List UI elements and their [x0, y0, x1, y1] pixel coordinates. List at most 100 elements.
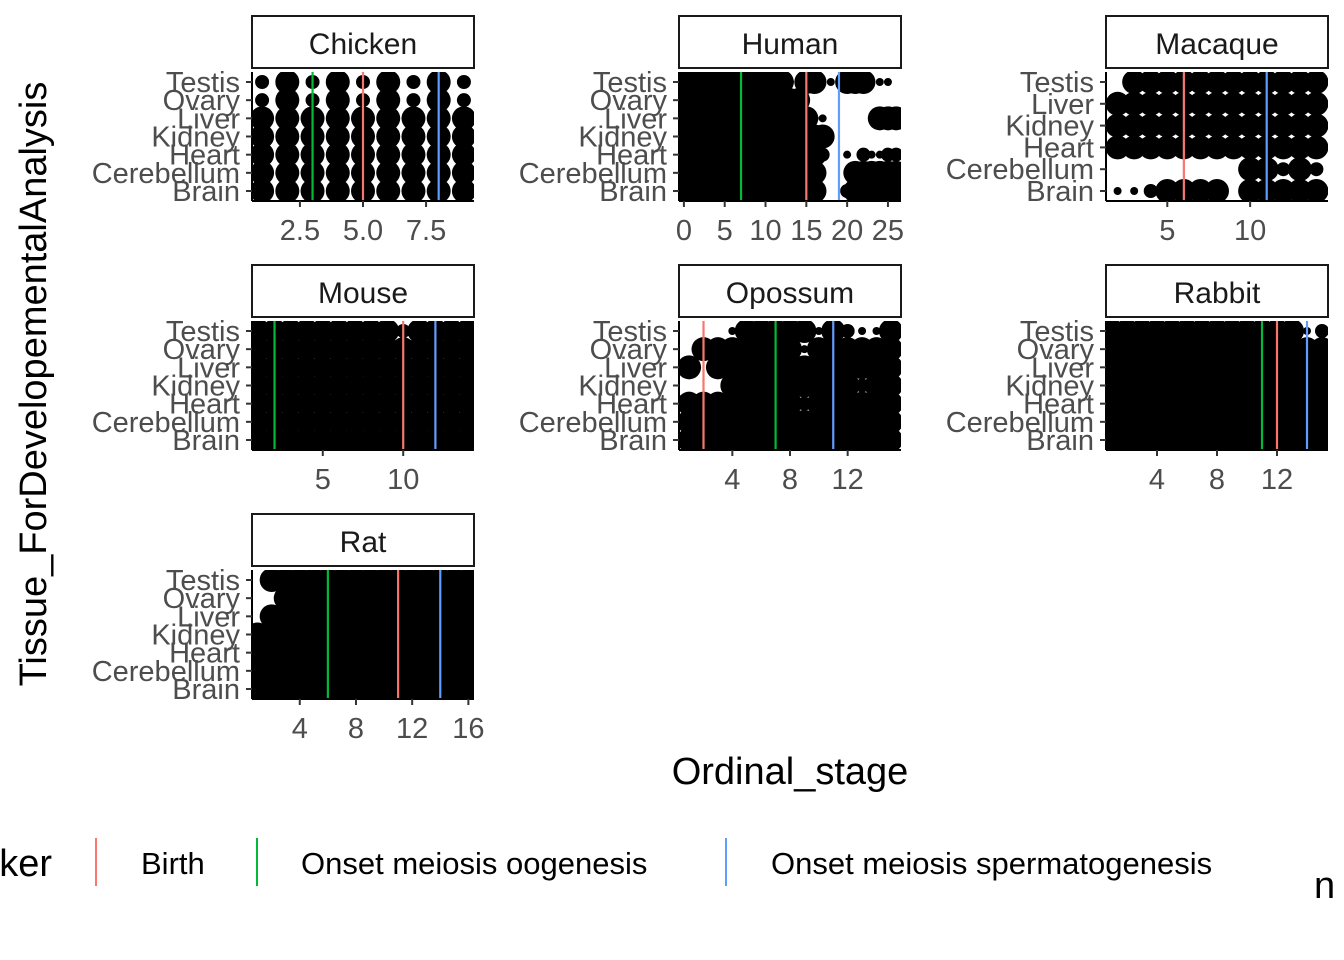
- strip-label-mouse: Mouse: [318, 277, 408, 310]
- legend: ker Birth Onset meiosis oogenesis Onset …: [0, 838, 1335, 907]
- point-macaque-liver-2: [1106, 91, 1130, 116]
- point-chicken-ovary-1: [255, 93, 270, 108]
- y-tick-label-mouse-kidney: Kidney: [151, 371, 240, 403]
- strip-label-chicken: Chicken: [309, 28, 417, 61]
- point-chicken-brain-9: [451, 179, 474, 201]
- y-tick-label-human-liver: Liver: [604, 103, 667, 135]
- point-chicken-testis-6: [376, 72, 401, 94]
- point-macaque-liver-3: [1122, 91, 1147, 116]
- point-chicken-heart-6: [376, 142, 401, 167]
- point-macaque-heart-3: [1122, 135, 1147, 160]
- panel-chicken: Chicken BrainCerebellumHeartKidneyLiverOv…: [92, 15, 475, 247]
- y-tick-label-rabbit-liver: Liver: [1031, 352, 1094, 384]
- point-rabbit-testis-15: [1315, 324, 1328, 338]
- y-tick-label-macaque-liver: Liver: [1031, 89, 1094, 121]
- point-macaque-heart-4: [1138, 135, 1163, 160]
- points-macaque: [1106, 72, 1328, 201]
- point-macaque-brain-2: [1113, 187, 1122, 195]
- y-tick-label-mouse-testis: Testis: [166, 316, 240, 348]
- panel-rat: Rat BrainCerebellumHeartKidneyLiverOvaryT…: [92, 513, 485, 745]
- points-human: [679, 72, 901, 201]
- point-opossum-cerebellum-15: [878, 409, 901, 434]
- point-opossum-testis-15: [878, 321, 901, 343]
- point-chicken-liver-6: [376, 106, 401, 131]
- point-chicken-kidney-2: [275, 124, 300, 149]
- y-tick-label-rat-ovary: Ovary: [163, 583, 241, 615]
- y-tick-label-mouse-cerebellum: Cerebellum: [92, 407, 240, 439]
- facet-panels: ChickenBrainCerebellumHeartKidneyLiverOv…: [92, 15, 1329, 745]
- point-opossum-liver-1: [679, 355, 702, 380]
- point-rabbit-ovary-15: [1310, 337, 1328, 362]
- point-chicken-cerebellum-1: [252, 160, 275, 185]
- x-tick-label-chicken-0: 2.5: [280, 215, 320, 247]
- point-chicken-cerebellum-6: [376, 160, 401, 185]
- y-tick-label-macaque-heart: Heart: [1023, 132, 1094, 164]
- point-rabbit-heart-15: [1310, 391, 1328, 416]
- x-tick-label-human-5: 25: [872, 215, 904, 247]
- point-chicken-ovary-6: [376, 88, 401, 113]
- point-macaque-kidney-4: [1138, 113, 1163, 138]
- point-macaque-liver-8: [1205, 91, 1229, 116]
- point-macaque-liver-7: [1188, 91, 1213, 116]
- point-mouse-testis-9: [375, 321, 400, 343]
- point-opossum-liver-15: [878, 355, 901, 380]
- point-human-testis-22: [851, 72, 876, 94]
- y-tick-label-rat-liver: Liver: [177, 601, 240, 633]
- point-macaque-cerebellum-10: [1238, 157, 1263, 182]
- point-chicken-kidney-4: [325, 124, 350, 149]
- y-tick-label-chicken-cerebellum: Cerebellum: [92, 158, 240, 190]
- strip-label-human: Human: [742, 28, 839, 61]
- y-tick-label-mouse-liver: Liver: [177, 352, 240, 384]
- point-human-heart-26: [889, 147, 901, 162]
- point-human-testis-24: [875, 78, 884, 86]
- point-opossum-testis-9: [792, 321, 817, 343]
- strip-label-macaque: Macaque: [1155, 28, 1278, 61]
- y-tick-label-human-ovary: Ovary: [590, 85, 668, 117]
- y-tick-label-chicken-brain: Brain: [172, 176, 240, 208]
- points-opossum: [679, 321, 901, 450]
- y-tick-label-rabbit-cerebellum: Cerebellum: [946, 407, 1094, 439]
- panel-macaque: Macaque BrainCerebellumHeartKidneyLiverTe…: [946, 15, 1329, 247]
- x-tick-label-rat-3: 16: [452, 713, 484, 745]
- panel-rabbit: Rabbit BrainCerebellumHeartKidneyLiverOva…: [946, 264, 1329, 496]
- point-rat-heart-16: [456, 640, 474, 665]
- point-rat-kidney-16: [456, 622, 474, 647]
- point-macaque-liver-9: [1221, 91, 1246, 116]
- y-tick-label-human-heart: Heart: [596, 140, 667, 172]
- y-tick-label-mouse-brain: Brain: [172, 425, 240, 457]
- y-tick-label-opossum-liver: Liver: [604, 352, 667, 384]
- y-tick-label-macaque-brain: Brain: [1026, 176, 1094, 208]
- size-legend-title: n: [1314, 865, 1335, 907]
- point-macaque-liver-13: [1287, 91, 1312, 116]
- point-mouse-kidney-14: [455, 373, 474, 398]
- y-tick-label-chicken-testis: Testis: [166, 67, 240, 99]
- point-macaque-heart-7: [1188, 135, 1213, 160]
- x-tick-label-rabbit-1: 8: [1209, 464, 1225, 496]
- point-human-liver-16: [810, 114, 819, 123]
- point-macaque-cerebellum-13: [1287, 157, 1312, 182]
- point-chicken-liver-7: [401, 106, 426, 131]
- point-macaque-heart-9: [1221, 135, 1246, 160]
- point-opossum-testis-4: [728, 327, 737, 335]
- point-human-cerebellum-16: [802, 160, 827, 185]
- point-macaque-kidney-3: [1122, 113, 1147, 138]
- point-human-testis-12: [769, 72, 794, 94]
- point-chicken-ovary-7: [406, 93, 421, 108]
- y-tick-label-rat-cerebellum: Cerebellum: [92, 656, 240, 688]
- point-macaque-kidney-12: [1271, 113, 1296, 138]
- x-tick-label-rabbit-2: 12: [1261, 464, 1293, 496]
- y-tick-label-chicken-ovary: Ovary: [163, 85, 241, 117]
- point-human-liver-26: [884, 106, 901, 131]
- strip-label-rabbit: Rabbit: [1174, 277, 1261, 310]
- point-rat-cerebellum-16: [456, 658, 474, 683]
- point-chicken-kidney-7: [401, 124, 426, 149]
- point-human-liver-17: [818, 114, 827, 123]
- point-chicken-cerebellum-4: [325, 160, 350, 185]
- x-tick-label-rat-1: 8: [348, 713, 364, 745]
- y-axis-title: Tissue_ForDevelopementalAnalysis: [13, 82, 55, 687]
- point-opossum-kidney-12: [835, 373, 860, 398]
- y-tick-label-human-testis: Testis: [593, 67, 667, 99]
- point-chicken-kidney-9: [451, 124, 474, 149]
- point-human-ovary-14: [786, 88, 811, 113]
